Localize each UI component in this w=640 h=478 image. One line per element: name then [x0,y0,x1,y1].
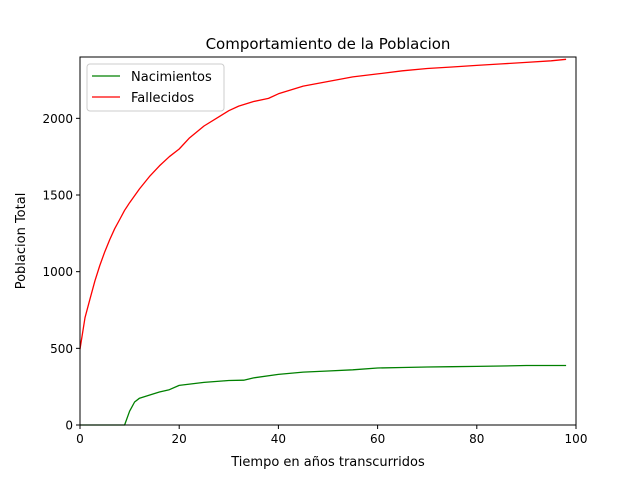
y-tick-label: 1500 [42,189,73,203]
x-axis: 0 20 40 60 80 100 [76,425,587,446]
x-tick-label: 20 [172,432,187,446]
y-tick-label: 0 [65,419,73,433]
legend-box [86,63,225,112]
legend: Nacimientos Fallecidos [86,63,225,112]
legend-label-fallecidos: Fallecidos [131,91,194,106]
x-tick-label: 100 [565,432,588,446]
y-tick-label: 500 [50,342,73,356]
x-tick-label: 80 [469,432,484,446]
series-line-fallecidos [79,58,567,350]
plot-frame [79,56,577,426]
plot-lines [79,58,567,426]
x-tick-label: 60 [370,432,385,446]
y-axis: 0 500 1000 1500 2000 [42,112,80,433]
y-tick-label: 1000 [42,265,73,279]
legend-label-nacimientos: Nacimientos [131,70,212,85]
chart-title: Comportamiento de la Poblacion [206,35,451,53]
series-line-nacimientos [80,364,567,426]
x-tick-label: 40 [271,432,286,446]
y-axis-title: Poblacion Total [14,193,29,290]
x-tick-label: 0 [76,432,84,446]
x-axis-title: Tiempo en años transcurridos [230,455,425,470]
y-tick-label: 2000 [42,112,73,126]
